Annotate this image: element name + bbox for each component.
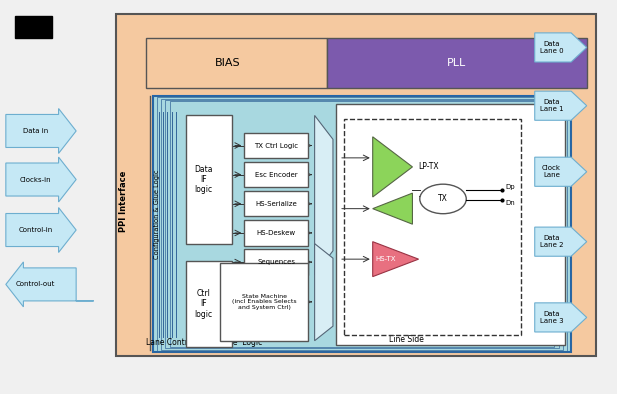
Text: HS-Deskew: HS-Deskew [257, 230, 296, 236]
Text: Esc Encoder: Esc Encoder [255, 172, 298, 178]
Bar [336, 104, 565, 345]
Bar [146, 38, 327, 88]
Polygon shape [315, 115, 333, 275]
Bar [170, 101, 554, 347]
Bar [244, 162, 308, 187]
Polygon shape [6, 262, 94, 307]
Polygon shape [535, 33, 587, 62]
Text: PPI Interface: PPI Interface [119, 170, 128, 232]
Text: Dn: Dn [505, 200, 515, 206]
Polygon shape [535, 227, 587, 256]
Bar [186, 261, 232, 347]
Polygon shape [315, 243, 333, 341]
Bar [161, 99, 563, 349]
Bar [327, 38, 587, 88]
Bar [186, 115, 232, 243]
Text: Configuration & Glue Logic: Configuration & Glue Logic [154, 170, 160, 259]
Text: TX: TX [438, 195, 448, 203]
Polygon shape [6, 208, 76, 253]
Polygon shape [373, 137, 412, 197]
Text: Control-out: Control-out [15, 281, 55, 287]
Bar [344, 119, 521, 335]
Text: PLL: PLL [447, 58, 466, 68]
Polygon shape [535, 157, 587, 186]
Text: Ctrl
IF
logic: Ctrl IF logic [194, 289, 213, 319]
Bar [220, 263, 308, 341]
Text: Data
Lane 1: Data Lane 1 [539, 99, 563, 112]
Bar [116, 15, 596, 356]
Polygon shape [535, 303, 587, 332]
Bar [165, 100, 558, 348]
Bar [244, 133, 308, 158]
Bar [244, 191, 308, 216]
Text: Clocks-in: Clocks-in [20, 177, 51, 182]
Text: HS-Serialize: HS-Serialize [255, 201, 297, 207]
Text: Data
IF
logic: Data IF logic [194, 165, 213, 194]
Polygon shape [373, 193, 412, 224]
Text: Lane Control& Interface  Logic: Lane Control& Interface Logic [146, 338, 263, 347]
Bar [15, 17, 52, 38]
Text: State Machine
(incl Enables Selects
and System Ctrl): State Machine (incl Enables Selects and … [232, 294, 297, 310]
Circle shape [420, 184, 466, 214]
Text: Data
Lane 3: Data Lane 3 [539, 311, 563, 324]
Polygon shape [535, 91, 587, 120]
Bar [157, 97, 567, 351]
Text: TX Ctrl Logic: TX Ctrl Logic [254, 143, 299, 149]
Bar [244, 249, 308, 275]
Text: Line Side: Line Side [389, 335, 424, 344]
Text: BIAS: BIAS [215, 58, 241, 68]
Text: Sequences: Sequences [257, 259, 296, 265]
Text: Data in: Data in [23, 128, 48, 134]
Polygon shape [6, 157, 76, 202]
Text: Dp: Dp [505, 184, 515, 190]
Text: Data
Lane 2: Data Lane 2 [540, 235, 563, 248]
Bar [244, 220, 308, 245]
Text: Control-in: Control-in [19, 227, 52, 233]
Text: HS-TX: HS-TX [375, 256, 395, 262]
Polygon shape [6, 108, 76, 153]
Bar [152, 96, 571, 352]
Polygon shape [373, 242, 418, 277]
Text: LP-TX: LP-TX [418, 162, 439, 171]
Text: Data
Lane 0: Data Lane 0 [539, 41, 563, 54]
Text: Clock
Lane: Clock Lane [542, 165, 561, 178]
Bar [152, 96, 571, 352]
